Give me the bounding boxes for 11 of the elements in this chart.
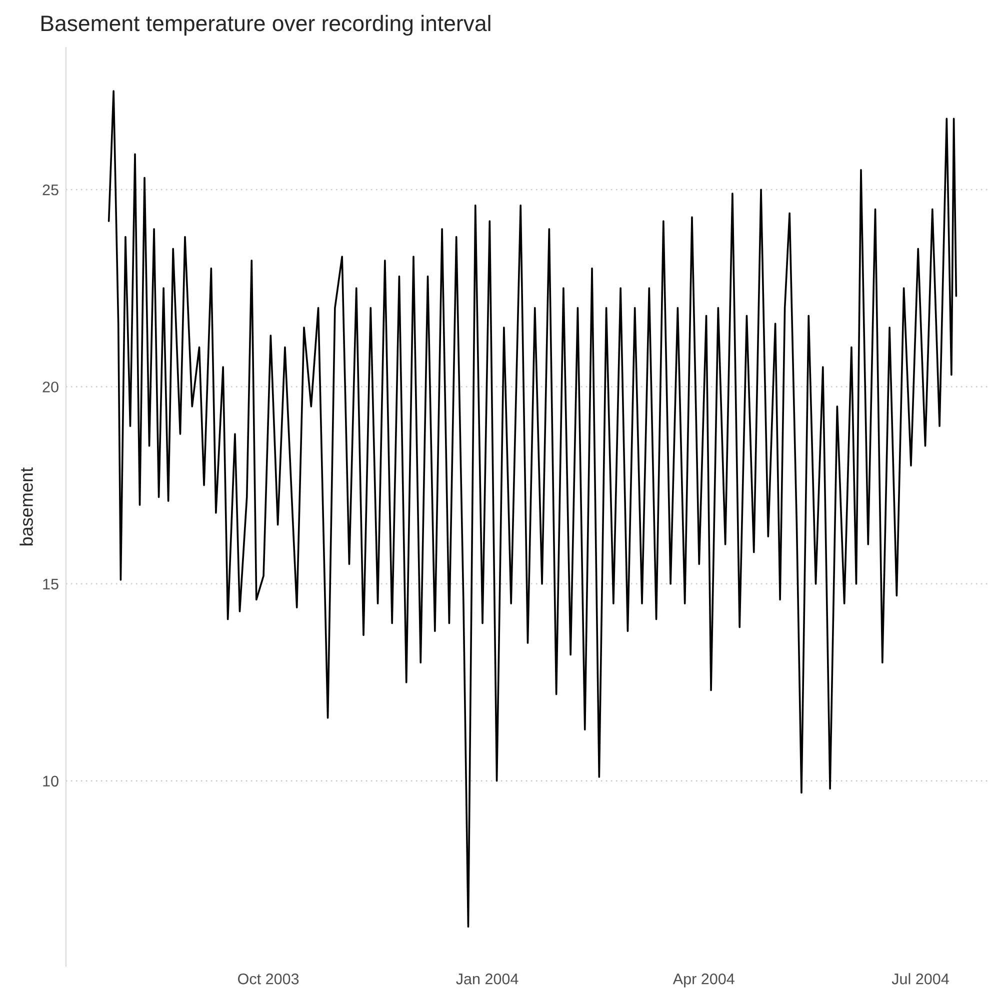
y-tick-label: 20 [42, 382, 58, 392]
y-tick-label: 25 [42, 184, 58, 196]
y-axis-title: basement [20, 467, 33, 546]
y-tick-label: 10 [43, 776, 58, 787]
x-tick-label: Oct 2003 [238, 974, 299, 984]
chart-title: Basement temperature over recording interval [42, 14, 490, 36]
x-tick-label: Jan 2004 [456, 974, 518, 984]
x-tick-label: Jul 2004 [892, 973, 949, 984]
y-tick-label: 15 [43, 578, 58, 590]
x-tick-label: Apr 2004 [672, 974, 734, 988]
line-series [108, 90, 958, 928]
